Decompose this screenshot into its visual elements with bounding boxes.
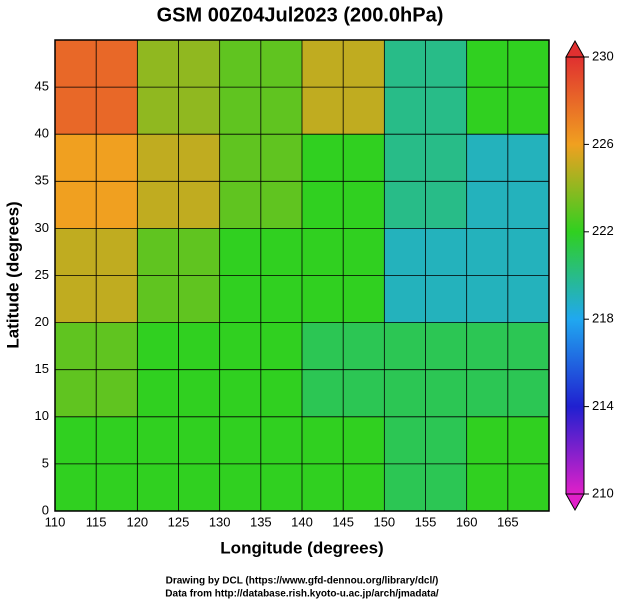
x-tick-label: 145 (332, 514, 354, 529)
y-axis-label: Latitude (degrees) (3, 201, 22, 348)
x-tick-label: 115 (86, 514, 107, 529)
colorbar-tick-label: 226 (592, 136, 614, 151)
x-tick-label: 130 (209, 514, 231, 529)
y-tick-label: 45 (35, 79, 49, 94)
plot-frame (54, 39, 550, 512)
colorbar-arrow-bottom (565, 493, 585, 512)
colorbar-tick-label: 218 (592, 311, 614, 326)
y-tick-label: 20 (35, 314, 49, 329)
x-axis-label: Longitude (degrees) (220, 538, 383, 557)
colorbar-arrow-top (565, 39, 585, 58)
y-tick-label: 5 (42, 455, 49, 470)
title: GSM 00Z04Jul2023 (200.0hPa) (157, 4, 444, 26)
x-tick-label: 150 (373, 514, 395, 529)
colorbar-tick-label: 222 (592, 223, 614, 238)
y-tick-label: 40 (35, 126, 49, 141)
y-tick-label: 25 (35, 267, 49, 282)
credit: Data from http://database.rish.kyoto-u.a… (165, 589, 439, 600)
y-tick-label: 15 (35, 361, 49, 376)
x-tick-label: 125 (168, 514, 190, 529)
x-tick-label: 155 (415, 514, 437, 529)
y-tick-label: 10 (35, 408, 49, 423)
x-tick-label: 110 (45, 514, 66, 529)
x-tick-label: 140 (291, 514, 313, 529)
colorbar-tick-label: 214 (592, 398, 614, 413)
y-tick-label: 0 (42, 502, 49, 517)
colorbar-tick-label: 230 (592, 48, 614, 63)
x-tick-label: 135 (250, 514, 272, 529)
y-tick-label: 35 (35, 173, 49, 188)
x-tick-label: 120 (126, 514, 148, 529)
colorbar (565, 56, 585, 495)
y-tick-label: 30 (35, 220, 49, 235)
x-tick-label: 160 (456, 514, 478, 529)
colorbar-tick-label: 210 (592, 485, 614, 500)
credit: Drawing by DCL (https://www.gfd-dennou.o… (166, 576, 439, 587)
x-tick-label: 165 (497, 514, 519, 529)
